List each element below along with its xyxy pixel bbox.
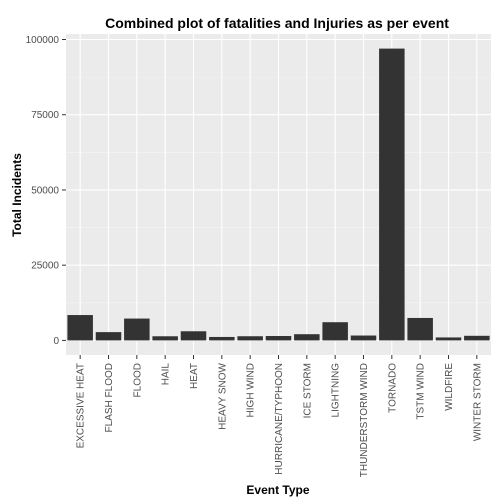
bar — [95, 332, 122, 341]
x-tick-label: EXCESSIVE HEAT — [76, 363, 87, 448]
x-tick-label: WILDFIRE — [444, 363, 455, 411]
y-tick-label: 50000 — [31, 185, 59, 196]
x-axis: EXCESSIVE HEAT FLASH FLOOD FLOOD HAIL HEAT HE… — [76, 355, 483, 477]
bars — [67, 48, 490, 341]
bar — [124, 318, 150, 341]
x-tick-label: ICE STORM — [302, 363, 313, 418]
x-tick-label: TORNADO — [387, 363, 398, 413]
x-tick-label: FLASH FLOOD — [104, 363, 115, 432]
y-tick-label: 100000 — [26, 35, 60, 46]
bar — [350, 335, 377, 341]
bar — [67, 315, 93, 341]
x-tick-label: THUNDERSTORM WIND — [359, 363, 370, 477]
y-tick-label: 0 — [53, 336, 59, 347]
chart-title: Combined plot of fatalities and Injuries… — [105, 15, 449, 31]
bar — [237, 336, 263, 341]
x-tick-label: HAIL — [161, 363, 172, 386]
y-tick-label: 75000 — [31, 110, 59, 121]
x-axis-title: Event Type — [246, 483, 309, 497]
bar — [379, 48, 405, 341]
bar — [435, 337, 462, 341]
y-tick-label: 25000 — [31, 261, 59, 272]
bar — [209, 336, 235, 341]
bar — [294, 334, 320, 341]
bar — [322, 322, 348, 341]
y-axis-title: Total Incidents — [10, 153, 24, 237]
bar — [464, 335, 490, 341]
x-tick-label: WINTER STORM — [472, 363, 483, 441]
x-tick-label: FLOOD — [132, 363, 143, 397]
x-tick-label: LIGHTNING — [331, 363, 342, 418]
x-tick-label: TSTM WIND — [416, 363, 427, 420]
x-tick-label: HURRICANE/TYPHOON — [274, 363, 285, 475]
x-tick-label: HIGH WIND — [246, 363, 257, 417]
bar — [265, 336, 292, 341]
bar — [407, 317, 433, 341]
x-tick-label: HEAVY SNOW — [217, 362, 228, 429]
bar — [180, 331, 207, 341]
y-axis: 0 25000 50000 75000 100000 — [26, 35, 66, 347]
x-tick-label: HEAT — [189, 363, 200, 389]
bar — [152, 336, 178, 341]
grid-lines — [66, 34, 491, 355]
